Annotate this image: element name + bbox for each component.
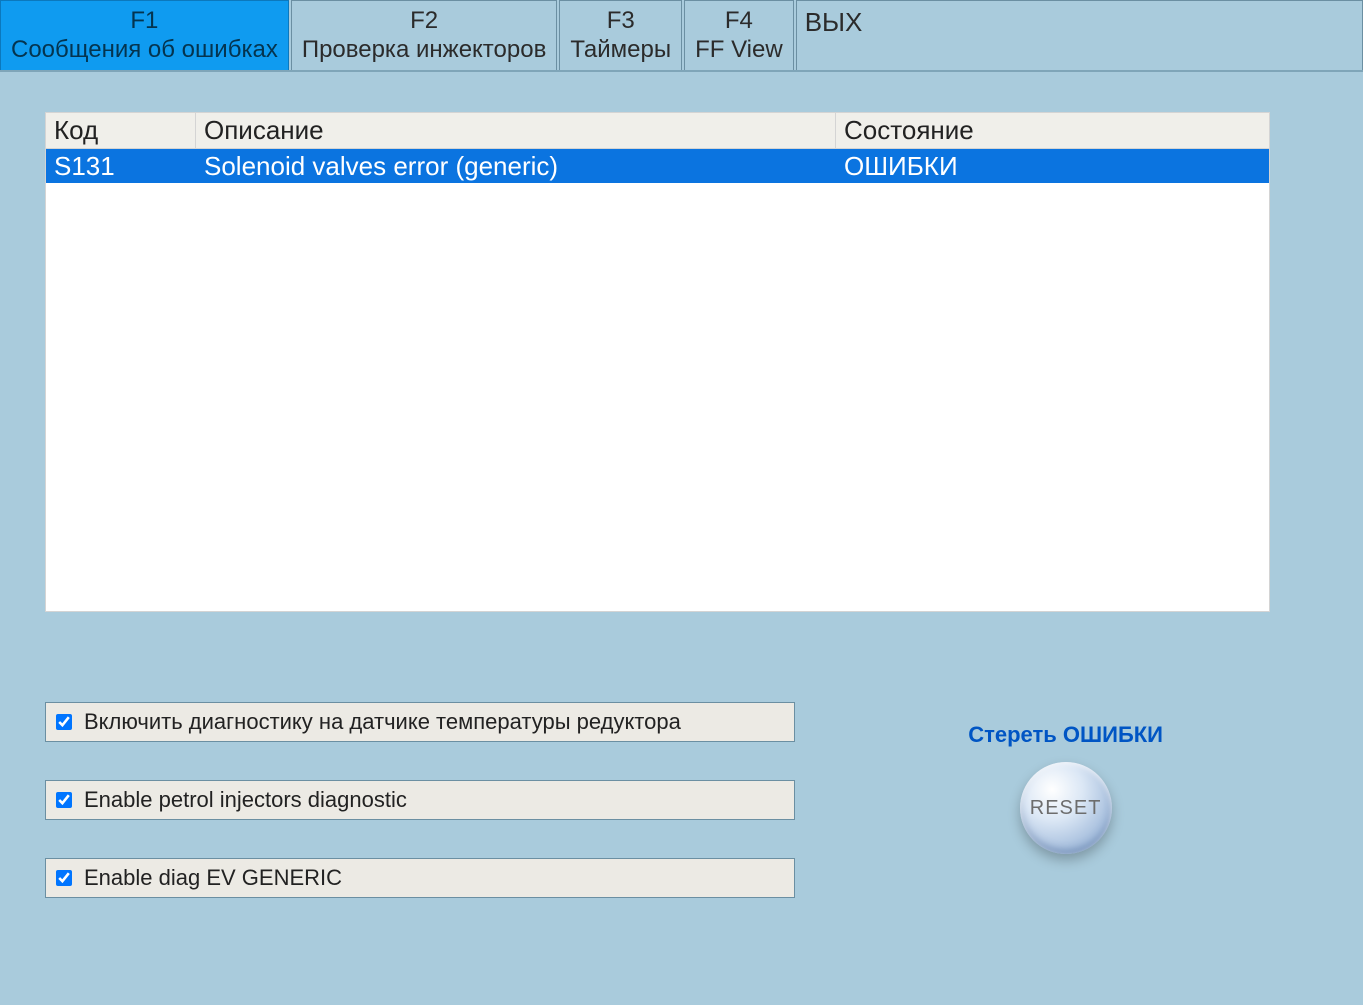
check-label: Enable petrol injectors diagnostic [84, 787, 407, 813]
tab-label: Сообщения об ошибках [11, 36, 278, 65]
error-cell-desc: Solenoid valves error (generic) [196, 149, 836, 183]
check-petrol-injectors-box[interactable] [56, 792, 72, 808]
check-ev-generic-box[interactable] [56, 870, 72, 886]
tab-fkey: F2 [410, 7, 438, 36]
tab-label: FF View [695, 36, 783, 65]
tab-fkey: F3 [607, 7, 635, 36]
error-col-header-state[interactable]: Состояние [836, 113, 1269, 148]
error-col-header-desc[interactable]: Описание [196, 113, 836, 148]
diagnostic-checks: Включить диагностику на датчике температ… [45, 702, 795, 898]
tab-bar: F1 Сообщения об ошибках F2 Проверка инже… [0, 0, 1363, 72]
tab-label: Таймеры [570, 36, 671, 65]
tab-timers[interactable]: F3 Таймеры [559, 0, 682, 70]
reset-button[interactable]: RESET [1020, 762, 1112, 854]
check-reducer-temp-sensor-box[interactable] [56, 714, 72, 730]
check-label: Enable diag EV GENERIC [84, 865, 342, 891]
error-col-header-code[interactable]: Код [46, 113, 196, 148]
error-cell-state: ОШИБКИ [836, 149, 1269, 183]
error-table: Код Описание Состояние S131 Solenoid val… [45, 112, 1270, 612]
check-reducer-temp-sensor[interactable]: Включить диагностику на датчике температ… [45, 702, 795, 742]
tab-fkey: F4 [725, 7, 753, 36]
tab-injector-check[interactable]: F2 Проверка инжекторов [291, 0, 558, 70]
check-ev-generic[interactable]: Enable diag EV GENERIC [45, 858, 795, 898]
error-table-header: Код Описание Состояние [46, 113, 1269, 149]
check-petrol-injectors[interactable]: Enable petrol injectors diagnostic [45, 780, 795, 820]
error-cell-code: S131 [46, 149, 196, 183]
tab-error-messages[interactable]: F1 Сообщения об ошибках [0, 0, 289, 70]
tab-ff-view[interactable]: F4 FF View [684, 0, 794, 70]
reset-area: Стереть ОШИБКИ RESET [968, 722, 1163, 854]
error-row[interactable]: S131 Solenoid valves error (generic) ОШИ… [46, 149, 1269, 183]
tab-exit-label: ВЫХ [805, 7, 863, 38]
tab-label: Проверка инжекторов [302, 36, 547, 65]
error-table-body: S131 Solenoid valves error (generic) ОШИ… [46, 149, 1269, 613]
check-label: Включить диагностику на датчике температ… [84, 709, 681, 735]
reset-title: Стереть ОШИБКИ [968, 722, 1163, 748]
tab-fkey: F1 [130, 7, 158, 36]
main-panel: Код Описание Состояние S131 Solenoid val… [0, 72, 1363, 1005]
tab-exit[interactable]: ВЫХ [796, 0, 1363, 70]
